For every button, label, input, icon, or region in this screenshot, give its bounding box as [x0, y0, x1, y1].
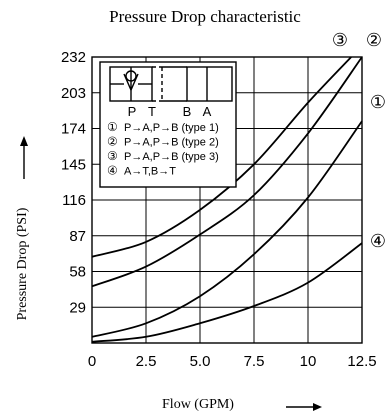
legend-marker-4: ④ [107, 164, 118, 178]
y-axis-label: Pressure Drop (PSI) [15, 207, 30, 320]
valve-symbol [109, 66, 233, 102]
legend-entry-4: A→T,B→T [124, 166, 176, 178]
legend-entry-1: P→A,P→B (type 1) [124, 122, 219, 134]
legend-box [99, 61, 237, 188]
legend-port-a: A [203, 104, 212, 119]
x-tick-label: 12.5 [347, 353, 376, 370]
legend-entry-2: P→A,P→B (type 2) [124, 137, 219, 149]
curve-labels: ① ②③ ④ [332, 30, 386, 251]
y-tick-label: 174 [61, 121, 86, 138]
x-tick-label: 10 [300, 353, 317, 370]
x-axis-label: Flow (GPM) [162, 397, 234, 412]
x-tick-label: 5.0 [190, 353, 211, 370]
y-tick-label: 29 [69, 299, 86, 316]
axis-ticks: 0 2.5 5.0 7.5 10 12.5 29 58 87 116 145 174 203 232 [61, 49, 377, 370]
curve-label-2: ② [366, 30, 382, 50]
curve-label-3: ③ [332, 30, 348, 50]
x-tick-label: 7.5 [244, 353, 265, 370]
curve-2 [91, 56, 363, 288]
x-axis-arrow [286, 403, 322, 411]
legend-port-b: B [183, 104, 192, 119]
curve-1 [91, 120, 363, 338]
y-axis-arrow [20, 136, 28, 179]
plot-frame [91, 56, 363, 344]
chart-title: Pressure Drop characteristic [109, 7, 301, 26]
y-tick-label: 116 [62, 192, 86, 209]
curve-4 [91, 242, 363, 343]
y-tick-label: 87 [69, 228, 86, 245]
legend-entry-3: P→A,P→B (type 3) [124, 151, 219, 163]
legend-port-t: T [148, 104, 156, 119]
curve-label-4: ④ [370, 231, 386, 251]
x-tick-label: 2.5 [136, 353, 157, 370]
legend-marker-1: ① [107, 120, 118, 134]
legend-marker-3: ③ [107, 149, 118, 163]
y-tick-label: 145 [61, 156, 86, 173]
legend-port-p: P [128, 104, 137, 119]
y-tick-label: 232 [61, 49, 86, 66]
legend-marker-2: ② [107, 135, 118, 149]
y-tick-label: 58 [69, 264, 86, 281]
curve-label-1: ① [370, 92, 386, 112]
y-tick-label: 203 [61, 85, 86, 102]
x-tick-label: 0 [88, 353, 96, 370]
